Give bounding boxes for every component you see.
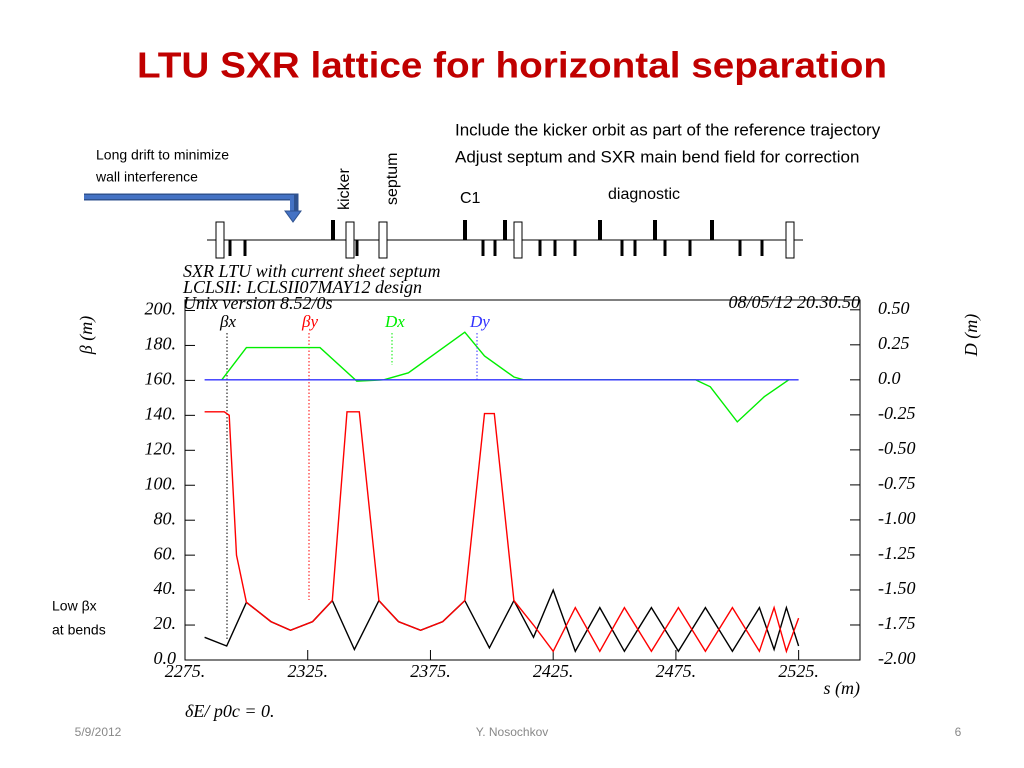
dipole [785,221,795,259]
quadrupole [710,220,714,240]
note: at bends [52,622,106,638]
quadrupole [503,220,507,240]
quadrupole [481,240,485,256]
quadrupole [573,240,577,256]
lattice [207,220,803,259]
dipole [513,221,523,259]
plot-header: LCLSII: LCLSII07MAY12 design [182,277,422,297]
quadrupole [355,240,359,256]
footnote: δE/ p0c = 0. [185,701,275,721]
timestamp: 08/05/12 20.30.50 [728,292,860,312]
slide-title: LTU SXR lattice for horizontal separatio… [137,45,887,86]
series-line [204,411,800,654]
arrow [84,195,294,212]
y2-tick-label: -2.00 [878,648,916,668]
x-tick-label: 2325. [287,661,328,681]
legend-label: βy [301,312,318,331]
x-tick-label: 2275. [165,661,206,681]
y2-axis-label: D (m) [961,314,982,358]
arrow [84,193,299,212]
plot-header: Unix version 8.52/0s [183,293,332,313]
note: Adjust septum and SXR main bend field fo… [455,147,859,166]
y2-tick-label: -1.00 [878,508,916,528]
note: Low βx [52,598,97,614]
quadrupole [598,220,602,240]
y-tick-label: 0.0 [154,648,177,668]
quadrupole [688,240,692,256]
y-tick-label: 40. [154,578,177,598]
dipole [215,221,225,259]
dipole [378,221,388,259]
footer: Y. Nosochkov [476,725,549,739]
plot-frame [184,299,861,661]
y-tick-label: 140. [145,403,177,423]
legend-label: Dx [384,312,405,331]
note: Long drift to minimize [96,147,229,163]
x-tick-label: 2425. [533,661,574,681]
y-tick-label: 20. [154,613,177,633]
x-tick-label: 2525. [778,661,819,681]
y-tick-label: 100. [145,473,177,493]
y-tick-label: 160. [145,369,177,389]
x-tick-label: 2475. [656,661,697,681]
quadrupole [633,240,637,256]
dipole [345,221,355,259]
quadrupole [760,240,764,256]
y2-tick-label: -0.75 [878,473,916,493]
y2-tick-label: -1.50 [878,578,916,598]
label: diagnostic [608,186,680,203]
y-tick-label: 120. [145,438,177,458]
quadrupole [243,240,247,256]
y-tick-label: 200. [145,299,177,319]
quadrupole [463,220,467,240]
y2-tick-label: -1.75 [878,613,916,633]
arrow-head [284,210,302,223]
x-tick-label: 2375. [410,661,451,681]
quadrupole [620,240,624,256]
series-line [204,588,800,653]
note: wall interference [95,169,198,185]
quadrupole [331,220,335,240]
label: septum [384,153,401,205]
y2-tick-label: 0.0 [878,368,901,388]
quadrupole [538,240,542,256]
y2-tick-label: 0.25 [878,333,910,353]
y-tick-label: 180. [145,334,177,354]
quadrupole [493,240,497,256]
y-axis-label: β (m) [76,316,97,355]
x-axis-label: s (m) [824,678,861,699]
label: C1 [460,190,481,207]
quadrupole [228,240,232,256]
y2-tick-label: -0.25 [878,403,916,423]
legend-label: βx [219,312,236,331]
y-tick-label: 60. [154,543,177,563]
quadrupole [738,240,742,256]
plot-header: SXR LTU with current sheet septum [183,261,440,281]
y2-tick-label: -1.25 [878,543,916,563]
label: kicker [336,168,353,210]
note: Include the kicker orbit as part of the … [455,120,881,139]
series-line [221,331,790,423]
footer: 6 [955,725,962,739]
quadrupole [553,240,557,256]
legend-label: Dy [469,312,490,331]
footer: 5/9/2012 [75,725,122,739]
quadrupole [663,240,667,256]
y2-tick-label: -0.50 [878,438,916,458]
y-tick-label: 80. [154,508,177,528]
y2-tick-label: 0.50 [878,298,910,318]
quadrupole [653,220,657,240]
